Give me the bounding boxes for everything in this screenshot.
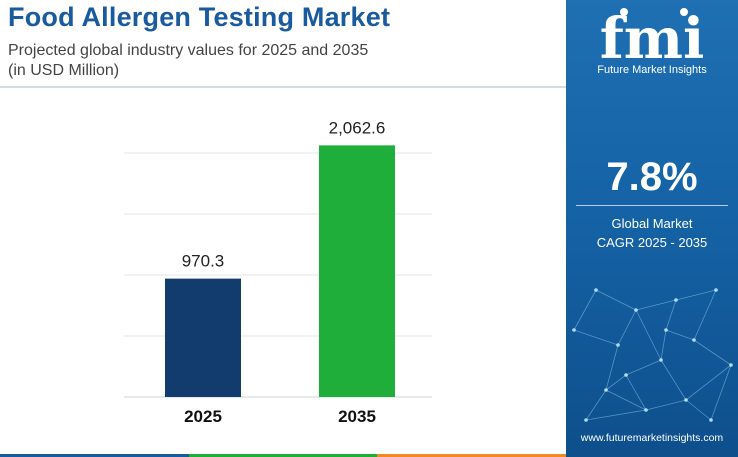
bottom-color-strip bbox=[0, 454, 567, 457]
network-edge bbox=[585, 409, 647, 421]
title-divider bbox=[0, 86, 566, 88]
x-tick-2035: 2035 bbox=[338, 407, 376, 426]
network-edge bbox=[693, 339, 732, 366]
chart-panel: Food Allergen Testing Market Projected g… bbox=[0, 0, 567, 457]
logo-wordmark: fmi bbox=[600, 6, 705, 72]
cagr-label-line-1: Global Market bbox=[611, 216, 693, 231]
network-edge bbox=[665, 329, 695, 341]
subtitle-line-2: (in USD Million) bbox=[8, 62, 120, 79]
cagr-divider bbox=[576, 205, 728, 206]
network-node bbox=[729, 363, 733, 367]
network-edge bbox=[635, 299, 677, 311]
network-node bbox=[684, 398, 688, 402]
cagr-label: Global Market CAGR 2025 - 2035 bbox=[566, 214, 738, 252]
network-node bbox=[644, 408, 648, 412]
network-edge bbox=[685, 364, 732, 401]
network-edge bbox=[625, 374, 647, 411]
bar-2025 bbox=[165, 278, 241, 397]
network-edge bbox=[573, 289, 597, 331]
network-edge bbox=[605, 389, 647, 411]
network-edge bbox=[660, 329, 667, 361]
network-node bbox=[674, 298, 678, 302]
network-edge bbox=[693, 289, 717, 341]
page-subtitle: Projected global industry values for 202… bbox=[8, 41, 368, 81]
network-node bbox=[692, 338, 696, 342]
network-edge bbox=[605, 374, 627, 391]
network-node bbox=[709, 418, 713, 422]
network-edge bbox=[660, 359, 687, 401]
subtitle-line-1: Projected global industry values for 202… bbox=[8, 42, 369, 59]
cagr-value: 7.8% bbox=[606, 155, 698, 199]
bar-chart: 970.3 2,062.6 2025 2035 bbox=[124, 118, 432, 426]
network-node bbox=[664, 328, 668, 332]
network-edge bbox=[635, 309, 662, 361]
network-node bbox=[634, 308, 638, 312]
value-label-2025: 970.3 bbox=[182, 252, 225, 271]
insights-panel: fmi Future Market Insights 7.8% Global M… bbox=[566, 0, 738, 457]
network-node bbox=[714, 288, 718, 292]
network-node bbox=[616, 343, 620, 347]
logo-dot-icon bbox=[620, 8, 628, 16]
network-edge bbox=[685, 399, 712, 421]
cagr-label-line-2: CAGR 2025 - 2035 bbox=[596, 235, 708, 250]
network-node bbox=[604, 388, 608, 392]
logo-dot-icon bbox=[680, 8, 688, 16]
value-labels: 970.3 2,062.6 bbox=[182, 118, 386, 270]
page-title: Food Allergen Testing Market bbox=[8, 2, 391, 32]
network-node bbox=[594, 288, 598, 292]
network-node bbox=[659, 358, 663, 362]
network-edge bbox=[617, 309, 637, 346]
network-edge bbox=[645, 399, 687, 411]
network-node bbox=[624, 373, 628, 377]
network-edge bbox=[665, 299, 677, 331]
fmi-logo: fmi bbox=[600, 6, 705, 72]
network-node bbox=[572, 328, 576, 332]
network-graphic bbox=[572, 288, 733, 422]
network-node bbox=[584, 418, 588, 422]
network-edge bbox=[710, 364, 732, 421]
website-link[interactable]: www.futuremarketinsights.com bbox=[580, 432, 724, 444]
value-label-2035: 2,062.6 bbox=[329, 118, 386, 137]
network-edge bbox=[625, 359, 662, 376]
x-tick-labels: 2025 2035 bbox=[184, 407, 376, 426]
network-edge bbox=[595, 289, 637, 311]
bar-2035 bbox=[319, 145, 395, 397]
network-edge bbox=[675, 289, 717, 301]
network-edge bbox=[605, 344, 619, 391]
bars bbox=[165, 145, 395, 397]
brand-name: Future Market Insights bbox=[597, 64, 707, 76]
network-edge bbox=[573, 329, 619, 346]
x-tick-2025: 2025 bbox=[184, 407, 222, 426]
network-edge bbox=[585, 389, 607, 421]
